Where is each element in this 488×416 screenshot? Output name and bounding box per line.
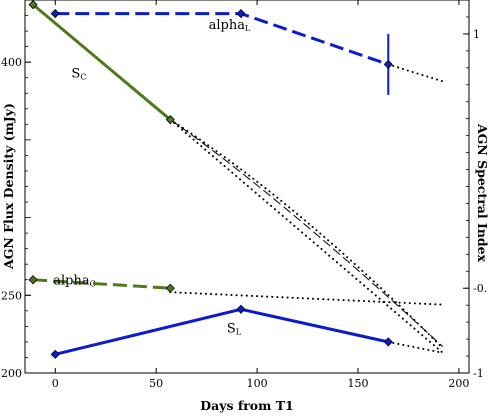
extrapolation-lines — [169, 63, 444, 354]
series-label-S_L: SL — [227, 322, 242, 337]
data-marker — [236, 8, 246, 19]
extrapolation-line — [387, 340, 444, 354]
series-label-alpha_C: alphaC — [53, 273, 95, 288]
data-marker — [28, 275, 38, 285]
x-tick-label: 50 — [149, 377, 163, 390]
y-right-tick-label: 1 — [473, 28, 480, 41]
data-marker — [383, 337, 393, 347]
data-marker — [383, 59, 393, 69]
data-marker — [28, 0, 38, 10]
x-tick-label: 150 — [348, 377, 369, 390]
series-label-sub: C — [90, 279, 96, 288]
series-label-alpha_L: alphaL — [209, 18, 251, 33]
series-line-S_C — [32, 3, 172, 121]
series-label-sub: C — [80, 73, 86, 82]
x-tick-label: 100 — [247, 377, 268, 390]
extrapolation-line — [169, 291, 444, 306]
data-marker — [50, 8, 60, 19]
series-label-sub: L — [236, 328, 242, 337]
x-tick-label: 200 — [448, 377, 469, 390]
data-marker — [165, 115, 175, 125]
extrapolation-line — [387, 63, 444, 83]
series-line-S_L — [54, 307, 389, 356]
series-label-sub: L — [245, 24, 251, 33]
series-label-main: S — [227, 322, 236, 337]
extrapolation-line — [169, 118, 444, 354]
data-marker — [236, 304, 246, 314]
y-axis-right-title: AGN Spectral Index — [475, 123, 488, 263]
tick-group: 0 50 100 150 200 200 250 400 -1 -0.5 1 — [1, 0, 488, 390]
extrapolation-line — [170, 119, 444, 347]
series-label-main: S — [71, 67, 80, 82]
series-label-S_C: SC — [71, 67, 86, 82]
y-right-tick-label: -1 — [473, 367, 484, 380]
series-label-main: alpha — [209, 18, 246, 33]
data-marker — [165, 283, 175, 293]
series-label-main: alpha — [53, 273, 90, 288]
x-axis-title: Days from T1 — [200, 398, 293, 413]
series-line-alpha_C — [32, 278, 171, 290]
series-group — [28, 0, 393, 359]
y-left-tick-label: 400 — [1, 56, 22, 69]
y-left-tick-label: 250 — [1, 289, 22, 302]
extrapolation-line — [169, 118, 444, 350]
x-tick-label: 0 — [52, 377, 59, 390]
y-axis-left-title: AGN Flux Density (mJy) — [1, 103, 16, 270]
data-marker — [50, 349, 60, 359]
y-left-tick-label: 200 — [1, 367, 22, 380]
y-right-tick-label: -0.5 — [473, 282, 488, 295]
